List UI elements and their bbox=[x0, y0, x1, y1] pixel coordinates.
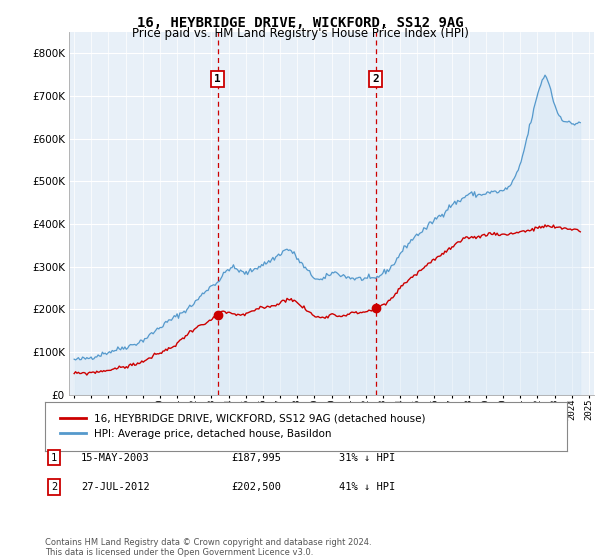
Text: £202,500: £202,500 bbox=[231, 482, 281, 492]
Text: Contains HM Land Registry data © Crown copyright and database right 2024.
This d: Contains HM Land Registry data © Crown c… bbox=[45, 538, 371, 557]
Text: 2: 2 bbox=[51, 482, 57, 492]
Text: 31% ↓ HPI: 31% ↓ HPI bbox=[339, 452, 395, 463]
Text: 15-MAY-2003: 15-MAY-2003 bbox=[81, 452, 150, 463]
Text: 41% ↓ HPI: 41% ↓ HPI bbox=[339, 482, 395, 492]
Text: £187,995: £187,995 bbox=[231, 452, 281, 463]
Text: 16, HEYBRIDGE DRIVE, WICKFORD, SS12 9AG: 16, HEYBRIDGE DRIVE, WICKFORD, SS12 9AG bbox=[137, 16, 463, 30]
Text: 2: 2 bbox=[373, 74, 379, 84]
Text: 27-JUL-2012: 27-JUL-2012 bbox=[81, 482, 150, 492]
Text: 1: 1 bbox=[51, 452, 57, 463]
Text: 1: 1 bbox=[214, 74, 221, 84]
Legend: 16, HEYBRIDGE DRIVE, WICKFORD, SS12 9AG (detached house), HPI: Average price, de: 16, HEYBRIDGE DRIVE, WICKFORD, SS12 9AG … bbox=[55, 409, 430, 443]
Text: Price paid vs. HM Land Registry's House Price Index (HPI): Price paid vs. HM Land Registry's House … bbox=[131, 27, 469, 40]
